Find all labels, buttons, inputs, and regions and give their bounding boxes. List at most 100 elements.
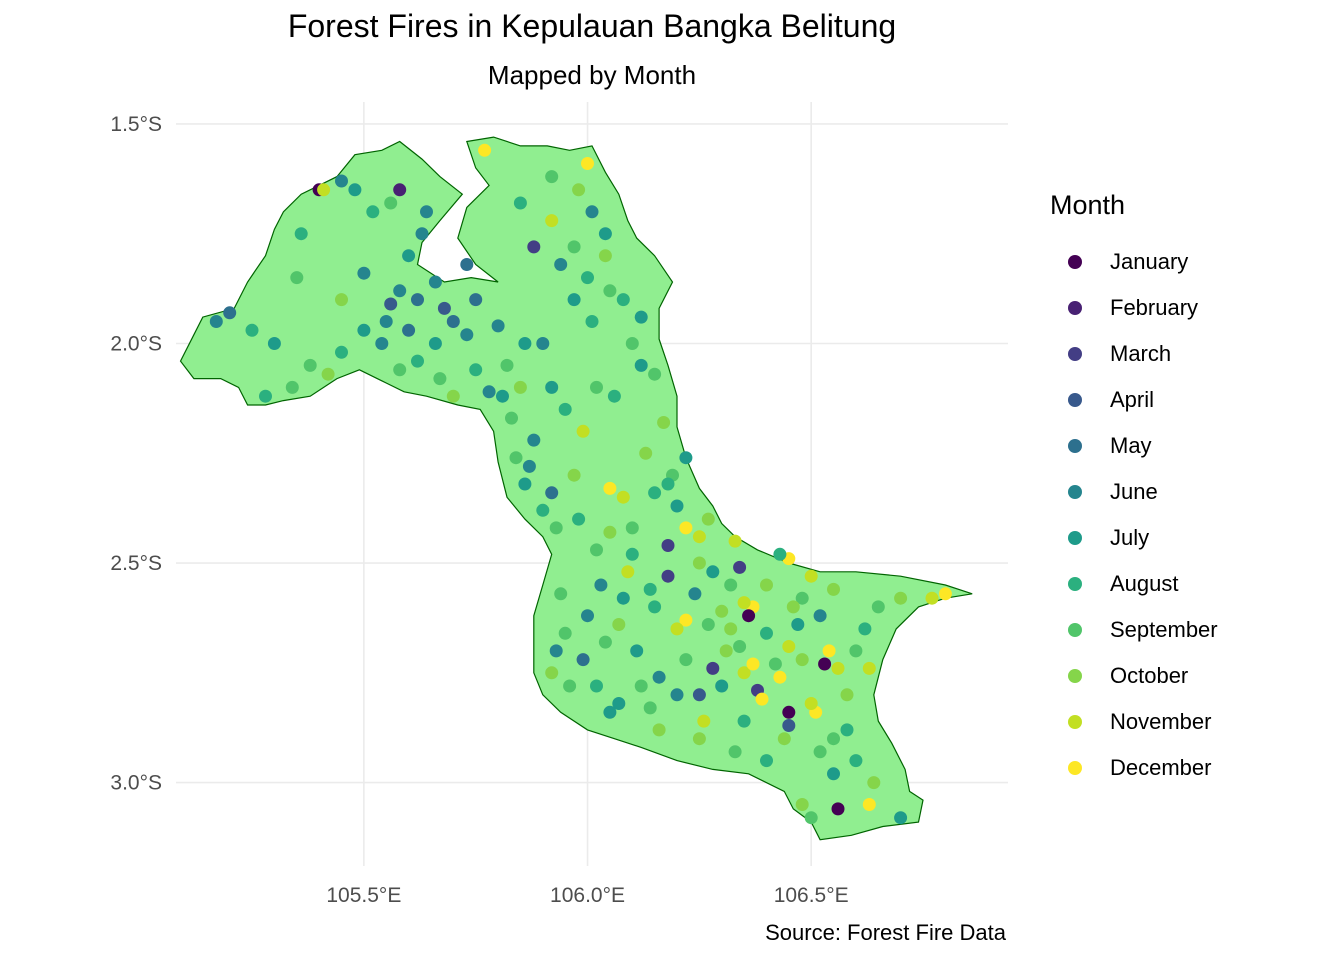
fire-point: [303, 358, 317, 372]
fire-point: [294, 227, 308, 241]
fire-point: [433, 372, 447, 386]
fire-point: [420, 205, 433, 219]
fire-point: [567, 293, 581, 307]
fire-point: [737, 714, 751, 728]
legend-key-dot: [1068, 347, 1082, 361]
fire-point: [335, 174, 348, 188]
fire-point: [679, 653, 693, 667]
fire-point: [576, 653, 590, 667]
fire-point: [527, 433, 541, 447]
fire-point: [209, 315, 223, 328]
fire-point: [648, 486, 662, 500]
fire-point: [285, 380, 299, 394]
fire-point: [375, 337, 389, 350]
fire-point: [245, 323, 259, 337]
fire-point: [827, 732, 840, 746]
fire-point: [670, 688, 684, 702]
fire-point: [290, 271, 304, 285]
fire-point: [335, 293, 348, 307]
fire-point: [536, 503, 550, 517]
legend-key-dot: [1068, 669, 1082, 683]
fire-point: [831, 661, 845, 675]
fire-point: [724, 578, 738, 592]
fire-point: [478, 143, 492, 157]
fire-point: [648, 367, 662, 381]
legend-item-february: February: [1050, 285, 1218, 331]
fire-point: [692, 530, 706, 544]
fire-point: [616, 293, 630, 307]
fire-point: [594, 578, 608, 592]
fire-point: [701, 618, 715, 631]
fire-point: [849, 644, 863, 658]
fire-point: [639, 446, 653, 460]
legend-label: February: [1110, 295, 1199, 320]
legend-label: November: [1110, 709, 1212, 734]
legend-key-dot: [1068, 255, 1082, 269]
fire-point: [598, 635, 612, 649]
fire-point: [706, 565, 720, 579]
fire-point: [760, 754, 773, 768]
fire-point: [393, 363, 407, 377]
fire-point: [679, 521, 693, 535]
fire-point: [411, 293, 424, 307]
fire-point: [804, 569, 818, 583]
fire-point: [795, 798, 809, 811]
fire-point: [428, 275, 442, 289]
fire-point: [549, 644, 563, 658]
fire-point: [621, 565, 635, 579]
fire-point: [581, 609, 594, 623]
fire-point: [652, 723, 666, 737]
fire-point: [827, 767, 840, 781]
fire-point: [894, 591, 908, 605]
fire-point: [598, 227, 612, 241]
fire-point: [634, 310, 648, 324]
fire-point: [616, 490, 630, 504]
fire-point: [804, 697, 818, 710]
fire-point: [755, 692, 769, 706]
fire-point: [469, 363, 483, 377]
fire-point: [773, 547, 787, 561]
legend-label: March: [1110, 341, 1172, 366]
fire-point: [612, 618, 626, 631]
fire-point: [661, 569, 675, 583]
map-subtitle: Mapped by Month: [487, 60, 697, 90]
fire-point: [804, 811, 818, 825]
legend-key-dot: [1068, 623, 1082, 637]
fire-point: [737, 666, 751, 680]
fire-point: [348, 183, 362, 197]
fire-point: [938, 587, 952, 601]
fire-point: [643, 701, 657, 715]
fire-point: [822, 644, 836, 658]
legend-key-dot: [1068, 761, 1082, 775]
fire-point: [411, 354, 424, 368]
fire-point: [661, 477, 675, 491]
fire-point: [670, 499, 684, 513]
legend-key-dot: [1068, 485, 1082, 499]
fire-point: [491, 319, 505, 333]
fire-point: [724, 622, 738, 636]
fire-point: [581, 271, 594, 285]
fire-point: [379, 315, 393, 328]
fire-point: [357, 323, 371, 337]
legend-item-january: January: [1050, 239, 1218, 285]
legend-label: May: [1110, 433, 1152, 458]
fire-point: [760, 626, 773, 640]
x-axis: 105.5°E 106.0°E 106.5°E: [326, 884, 848, 907]
fire-point: [513, 196, 527, 210]
fire-point: [335, 345, 348, 359]
fire-point: [522, 459, 536, 473]
fire-points: [209, 143, 952, 825]
fire-point: [590, 679, 603, 693]
fire-point: [590, 380, 603, 394]
fire-point: [321, 367, 335, 381]
fire-point: [818, 657, 832, 671]
fire-point: [545, 380, 559, 394]
fire-point: [795, 591, 809, 605]
fire-point: [871, 600, 885, 614]
y-tick-label: 2.0°S: [110, 332, 162, 355]
source-caption: Source: Forest Fire Data: [765, 920, 1006, 945]
fire-point: [558, 626, 572, 640]
fire-point: [719, 644, 733, 658]
fire-point: [460, 258, 474, 271]
